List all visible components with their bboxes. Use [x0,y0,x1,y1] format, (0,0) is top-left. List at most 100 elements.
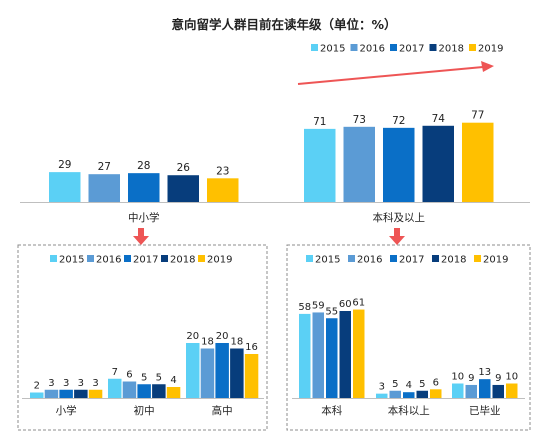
bar [244,354,259,398]
legend-swatch [429,44,437,51]
legend-swatch [390,255,397,262]
legend-label: 2018 [441,255,466,266]
data-label: 71 [313,116,326,128]
bar [304,128,336,202]
data-label: 59 [312,300,325,311]
legend-swatch [311,44,318,51]
bar [430,389,442,398]
bar [166,387,181,398]
bar [462,122,494,202]
data-label: 3 [63,378,69,389]
data-label: 61 [352,298,365,309]
decorations [133,61,494,245]
legend-swatch [50,255,57,262]
bar [383,127,415,202]
bar [465,384,477,398]
data-label: 18 [201,337,214,348]
bar [88,174,120,202]
legend-label: 2019 [207,255,232,266]
legend-swatch [432,255,439,262]
legend-label: 2015 [315,255,340,266]
data-label: 3 [379,382,385,393]
category-label: 小学 [56,404,77,417]
legend-label: 2018 [439,44,464,55]
data-label: 16 [245,342,258,353]
bar [452,383,464,398]
category-label: 本科 [321,404,342,417]
legend-label: 2019 [483,255,508,266]
bar [376,393,388,398]
data-label: 60 [339,299,352,310]
legend-label: 2019 [478,44,503,55]
data-label: 4 [170,375,176,386]
category-label: 初中 [134,404,155,417]
bar [492,384,504,398]
bar [49,172,81,202]
category-label: 已毕业 [469,404,501,417]
data-label: 2 [34,381,40,392]
data-label: 27 [98,161,111,173]
bar [88,389,103,398]
legend-label: 2016 [360,44,385,55]
bar [479,379,491,398]
bar [422,125,454,202]
data-label: 5 [419,379,425,390]
data-label: 28 [137,160,150,172]
down-arrow-right [389,228,405,245]
legend-label: 2017 [399,44,424,55]
legend-swatch [390,44,397,51]
chart-title: 意向留学人群目前在读年级（单位：%） [171,17,396,32]
data-label: 7 [112,367,118,378]
bar [215,343,229,398]
legend-label: 2018 [170,255,195,266]
category-label: 本科以上 [388,404,430,417]
bar [30,392,44,398]
data-label: 13 [478,367,491,378]
legend-swatch [350,44,358,51]
bar [152,384,166,398]
bar [353,309,365,398]
data-label: 5 [156,372,162,383]
legend-swatch [87,255,94,262]
data-label: 58 [298,302,311,313]
trend-arrow-head [481,61,494,72]
bar [299,313,311,398]
top-chart: 2015 2016 2017 2018 2019 29 27 28 26 23 中小学 71 73 72 7… [20,44,530,224]
bar [128,173,160,202]
data-label: 29 [58,159,71,171]
data-label: 77 [471,110,484,122]
bar [137,384,151,398]
bar [230,348,244,398]
legend-swatch [198,255,205,262]
bar [326,318,338,398]
legend-swatch [469,44,476,51]
legend-swatch [474,255,481,262]
data-label: 3 [78,378,84,389]
panel-border [17,244,268,431]
trend-arrow-line [297,66,484,85]
data-label: 5 [392,379,398,390]
legend-swatch [124,255,131,262]
legend-swatch [306,255,313,262]
legend-label: 2016 [96,255,121,266]
legend-label: 2017 [399,255,424,266]
data-label: 6 [433,377,439,388]
data-label: 26 [177,162,191,174]
bar [44,389,59,398]
data-label: 3 [92,378,98,389]
bar [312,312,324,398]
legend-label: 2015 [59,255,84,266]
data-label: 73 [353,114,366,126]
category-label: 本科及以上 [373,211,426,224]
category-label: 高中 [212,404,233,417]
data-label: 5 [141,372,147,383]
data-label: 3 [48,378,54,389]
data-label: 72 [392,115,405,127]
legend-swatch [348,255,355,262]
panel-border [286,244,531,431]
data-label: 20 [216,331,229,342]
bar [74,389,88,398]
